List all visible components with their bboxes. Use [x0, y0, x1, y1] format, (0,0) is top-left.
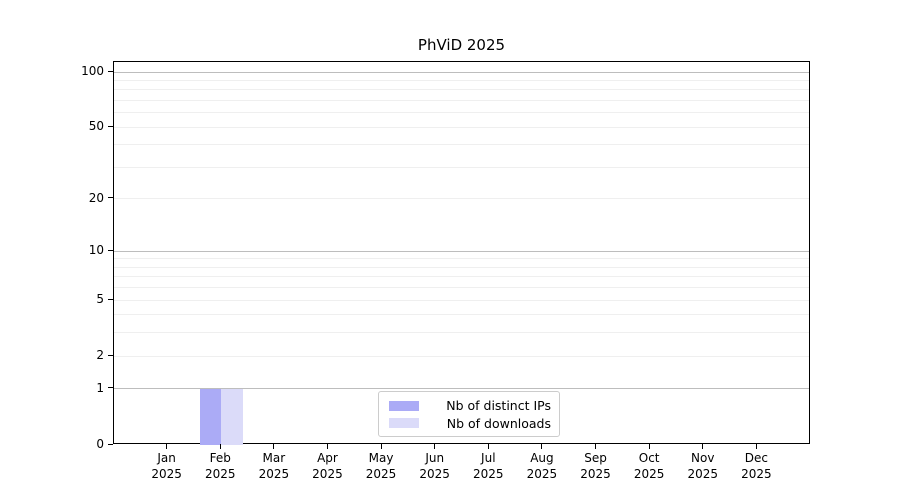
y-gridline-minor [114, 299, 809, 301]
x-tick-year: 2025 [151, 467, 182, 481]
x-tick-label: Feb 2025 [180, 450, 260, 482]
y-gridline-minor [114, 314, 809, 316]
y-gridline-major [114, 250, 809, 252]
legend: Nb of distinct IPs Nb of downloads [378, 391, 560, 437]
y-tick-label: 5 [96, 292, 104, 307]
y-tick-mark [108, 249, 113, 251]
y-tick-label: 100 [81, 64, 104, 78]
x-tick-label: Apr 2025 [287, 450, 367, 482]
legend-swatch-distinct-ips [389, 400, 419, 411]
x-tick-mark [434, 444, 436, 449]
x-tick-mark [273, 444, 275, 449]
y-tick-label: 10 [88, 243, 104, 258]
plot-area [113, 61, 810, 445]
y-gridline-major [114, 71, 809, 73]
x-tick-label: Nov 2025 [663, 450, 743, 482]
y-gridline-minor [114, 79, 809, 81]
y-gridline-minor [114, 166, 809, 168]
y-gridline-minor [114, 355, 809, 357]
legend-swatch-downloads [389, 418, 419, 429]
y-gridline-minor [114, 89, 809, 91]
y-tick-mark [108, 125, 113, 127]
x-tick-month: Sep [584, 451, 607, 465]
y-tick-label: 50 [88, 119, 104, 134]
x-tick-month: Jul [481, 451, 496, 465]
y-tick-mark [108, 197, 113, 199]
y-gridline-minor [114, 287, 809, 289]
x-tick-label: Oct 2025 [609, 450, 689, 482]
y-tick-mark [108, 298, 113, 300]
x-tick-year: 2025 [687, 467, 719, 481]
y-gridline-minor [114, 258, 809, 260]
x-tick-year: 2025 [526, 467, 558, 481]
y-gridline-minor [114, 99, 809, 101]
legend-label-distinct-ips: Nb of distinct IPs [446, 398, 551, 414]
x-tick-mark [326, 444, 328, 449]
y-tick-mark [108, 387, 113, 389]
x-tick-month: May [368, 451, 394, 465]
x-tick-label: Sep 2025 [556, 450, 636, 482]
chart-title: PhViD 2025 [417, 36, 506, 54]
x-tick-label: Jan 2025 [127, 450, 207, 482]
y-gridline-minor [114, 276, 809, 278]
bar-distinct-ips [199, 388, 222, 445]
bar-downloads [221, 388, 243, 445]
x-tick-mark [702, 444, 704, 449]
y-tick-label: 1 [96, 380, 104, 395]
y-gridline-minor [114, 198, 809, 200]
x-tick-mark [487, 444, 489, 449]
y-tick-mark [108, 70, 113, 72]
x-tick-year: 2025 [258, 467, 290, 481]
x-tick-year: 2025 [419, 467, 450, 481]
x-tick-mark [219, 444, 221, 449]
x-tick-year: 2025 [633, 467, 665, 481]
x-tick-year: 2025 [204, 467, 236, 481]
y-gridline-minor [114, 144, 809, 146]
x-tick-month: Jun [425, 451, 445, 465]
x-tick-label: Jul 2025 [448, 450, 528, 482]
y-gridline-minor [114, 112, 809, 114]
x-tick-month: Feb [209, 451, 231, 465]
y-tick-mark [108, 443, 113, 445]
x-tick-month: Nov [691, 451, 715, 465]
x-tick-year: 2025 [580, 467, 611, 481]
x-tick-month: Mar [262, 451, 286, 465]
legend-item-downloads: Nb of downloads [389, 415, 551, 433]
x-tick-mark [541, 444, 543, 449]
x-tick-month: Aug [530, 451, 554, 465]
x-tick-month: Oct [638, 451, 660, 465]
y-gridline-minor [114, 126, 809, 128]
x-tick-mark [380, 444, 382, 449]
x-tick-label: Mar 2025 [234, 450, 314, 482]
x-tick-year: 2025 [473, 467, 504, 481]
y-tick-mark [108, 354, 113, 356]
y-gridline-minor [114, 266, 809, 268]
x-tick-month: Apr [317, 451, 338, 465]
x-tick-label: May 2025 [341, 450, 421, 482]
x-tick-year: 2025 [741, 467, 772, 481]
x-tick-mark [595, 444, 597, 449]
x-tick-month: Jan [157, 451, 176, 465]
x-tick-label: Dec 2025 [716, 450, 796, 482]
y-tick-label: 20 [88, 190, 104, 205]
x-tick-mark [648, 444, 650, 449]
legend-label-downloads: Nb of downloads [446, 415, 551, 431]
x-tick-year: 2025 [312, 467, 343, 481]
x-tick-mark [166, 444, 168, 449]
x-tick-year: 2025 [365, 467, 397, 481]
y-gridline-major [114, 388, 809, 390]
x-tick-label: Jun 2025 [395, 450, 475, 482]
y-tick-label: 0 [96, 437, 104, 451]
x-tick-label: Aug 2025 [502, 450, 582, 482]
legend-item-distinct-ips: Nb of distinct IPs [389, 397, 551, 415]
y-gridline-minor [114, 332, 809, 334]
x-tick-mark [755, 444, 757, 449]
y-tick-label: 2 [96, 348, 104, 363]
x-tick-month: Dec [744, 451, 768, 465]
